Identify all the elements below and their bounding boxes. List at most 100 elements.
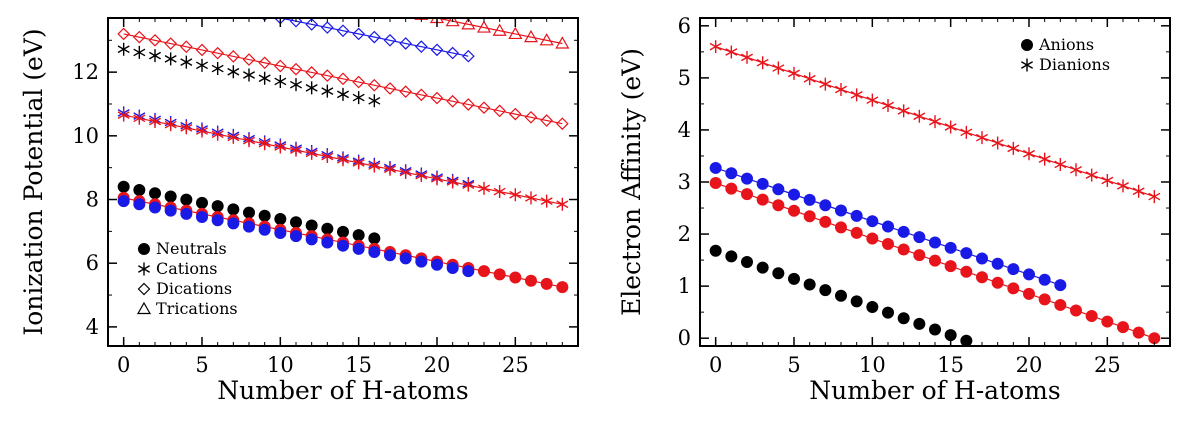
dications-red-point [320, 69, 334, 82]
anions-red-point [835, 221, 847, 234]
cations-red-point [462, 178, 475, 192]
dications-red-point [117, 27, 131, 41]
dications-red-point [446, 94, 460, 108]
anions-blue-point [897, 225, 910, 238]
anions-blue-point [960, 247, 973, 260]
anions-red-point [850, 226, 863, 239]
y-tick-label: 2 [678, 222, 691, 246]
anions-red-point [803, 210, 816, 223]
neutrals-black-point [258, 209, 271, 222]
dications-blue-point [352, 27, 366, 41]
y-tick-label: 4 [86, 315, 99, 339]
anions-red-point [944, 260, 957, 273]
y-tick-label: 1 [678, 274, 691, 298]
anions-blue-point [756, 177, 769, 190]
anions-black-point [882, 306, 894, 319]
cations-black-point [274, 74, 287, 88]
trications-red-point [384, 2, 396, 13]
neutrals-blue-point [274, 226, 287, 239]
anions-red-point [709, 177, 722, 190]
dianions-red-point [913, 109, 926, 123]
y-axis-label: Electron Affinity (eV) [617, 48, 646, 316]
dications-red-point [211, 46, 225, 60]
x-tick-label: 0 [709, 353, 722, 377]
dianions-red-point [756, 56, 769, 70]
anions-red-point [1085, 310, 1098, 323]
anions-red-point [866, 232, 879, 245]
anions-blue-point [1038, 273, 1051, 286]
cations-black-point [227, 65, 240, 79]
neutrals-blue-point [431, 258, 443, 271]
neutrals-black-point [368, 232, 381, 245]
neutrals-blue-point [290, 230, 302, 243]
anions-red-point [1038, 293, 1051, 306]
cations-red-point [524, 191, 538, 205]
anions-blue-point [835, 204, 847, 217]
dianions-red-point [1116, 179, 1130, 193]
neutrals-blue-point [117, 195, 130, 208]
anions-red-point [929, 254, 941, 267]
dications-blue-point [399, 37, 413, 50]
anions-black-point [866, 301, 879, 314]
legend-label-trications: Trications [156, 299, 238, 318]
dianions-red-point [1054, 157, 1067, 171]
anions-black-point [819, 284, 832, 297]
cations-red-point [415, 169, 428, 183]
neutrals-blue-point [164, 204, 177, 217]
x-tick-label: 5 [787, 353, 800, 377]
x-tick-label: 10 [267, 353, 294, 377]
trications-red-point [353, 0, 365, 7]
neutrals-black-point [290, 216, 302, 229]
dications-red-point [493, 104, 507, 118]
anions-red-point [741, 188, 753, 201]
neutrals-black-point [149, 187, 161, 200]
dications-red-point [258, 56, 272, 70]
cations-black-point [242, 68, 256, 82]
cations-black-point [368, 94, 381, 108]
cations-black-point [164, 52, 177, 66]
dianions-red-point [991, 136, 1004, 150]
anions-blue-point [1023, 268, 1035, 281]
neutrals-blue-point [258, 223, 271, 236]
cations-black-point [133, 45, 146, 59]
dications-blue-point [320, 21, 334, 34]
dications-blue-point [383, 33, 397, 47]
cations-red-point [305, 146, 318, 160]
neutrals-black-point [274, 213, 287, 226]
anions-red-point [756, 193, 769, 206]
anions-red-point [1070, 304, 1082, 317]
anions-black-point [709, 244, 722, 257]
x-tick-label: 0 [117, 353, 130, 377]
dications-red-fit-line [123, 33, 563, 125]
cations-black-point [148, 49, 162, 63]
legend-marker-trications [136, 301, 152, 315]
neutrals-red-point [525, 274, 537, 287]
dianions-red-point [881, 99, 895, 113]
neutrals-blue-point [196, 211, 208, 224]
trications-red-point [461, 18, 476, 30]
neutrals-blue-point [399, 252, 412, 265]
dications-red-point [383, 82, 397, 95]
neutrals-blue-point [305, 233, 318, 246]
x-axis-label: Number of H-atoms [217, 376, 468, 405]
dianions-red-point [772, 61, 785, 75]
dications-red-point [289, 62, 303, 76]
y-tick-label: 6 [86, 251, 99, 275]
dianions-red-point [725, 45, 738, 59]
plot-area [709, 40, 1161, 346]
x-tick-label: 25 [1094, 353, 1121, 377]
anions-red-point [991, 276, 1004, 289]
plot-area [117, 0, 570, 294]
y-tick-label: 12 [72, 60, 99, 84]
neutrals-blue-point [352, 242, 365, 255]
cations-black-point [211, 62, 224, 76]
dications-red-point [430, 91, 444, 105]
cations-red-point [336, 153, 350, 167]
cations-black-point [180, 55, 193, 69]
neutrals-blue-point [446, 261, 459, 274]
dianions-red-point [975, 131, 989, 145]
cations-red-point [289, 143, 303, 157]
dications-blue-point [244, 6, 255, 17]
trications-red-point [555, 36, 570, 49]
